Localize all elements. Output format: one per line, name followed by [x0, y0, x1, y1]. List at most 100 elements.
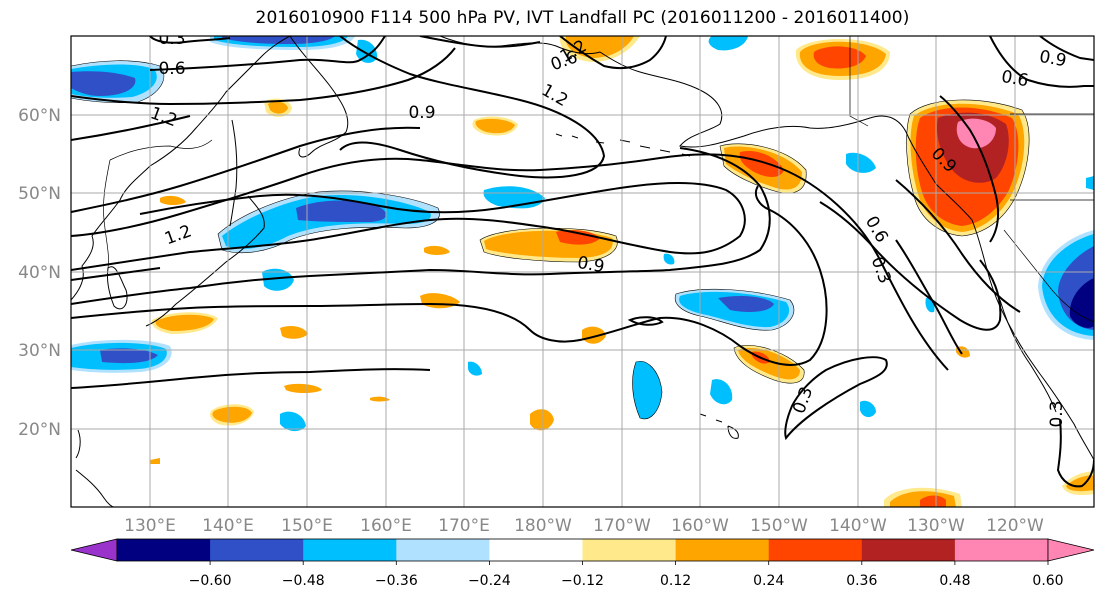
contour-09-north — [339, 36, 606, 179]
colorbar-tick-label: 0.60 — [1032, 573, 1063, 589]
pos-fill-kamchatka-mid — [268, 101, 288, 114]
colorbar-tick-label: −0.48 — [282, 573, 325, 589]
contour-label-15: 0.3 — [1047, 400, 1067, 427]
lat-label-50n: 50°N — [18, 184, 61, 204]
colorbar-tick-labels: −0.60 −0.48 −0.36 −0.24 −0.12 0.12 0.24 0.36 0.4… — [189, 561, 1064, 589]
colorbar-segment — [396, 539, 490, 561]
coastline-aleutians — [555, 133, 691, 157]
positive-anomaly-fills — [150, 36, 1094, 507]
colorbar-segment — [768, 539, 863, 561]
lat-label-30n: 30°N — [18, 341, 61, 361]
lon-label-150w: 150°W — [750, 516, 808, 536]
figure-title: 2016010900 F114 500 hPa PV, IVT Landfall… — [255, 8, 910, 28]
contour-north-east-2 — [419, 36, 541, 48]
map-frame — [70, 35, 1095, 508]
lat-label-20n: 20°N — [18, 420, 61, 440]
pos-fill-small-9 — [150, 458, 160, 464]
contour-03-southeast — [1056, 419, 1094, 488]
colorbar-segment — [210, 539, 304, 561]
contour-label-2: 0.6 — [158, 59, 185, 79]
contour-jet-2 — [71, 126, 421, 213]
contour-06-north — [149, 36, 386, 71]
lon-label-130w: 130°W — [907, 516, 965, 536]
contour-east-top-1 — [1039, 36, 1094, 61]
contour-south-small — [627, 316, 664, 326]
colorbar-right-extension — [1047, 538, 1095, 562]
contour-label-1: 0.3 — [158, 29, 185, 49]
pos-fill-west-small-4-mid — [212, 406, 252, 423]
political-borders — [103, 36, 1094, 323]
pos-fill-japan-south-mid — [155, 314, 214, 331]
colorbar-tick-label: −0.36 — [375, 573, 418, 589]
pos-fill-gulf-strong — [739, 150, 784, 177]
contour-north-east-1 — [559, 36, 667, 69]
contour-label-7: 0.9 — [576, 253, 606, 277]
lon-label-170w: 170°W — [593, 516, 651, 536]
pv-contours — [71, 36, 1094, 488]
pos-fill-south-center-1 — [530, 409, 554, 431]
neg-fill-gulf-small — [846, 152, 876, 173]
lon-label-160e: 160°E — [360, 516, 412, 536]
coastline-hawaii — [699, 413, 739, 439]
pos-fill-bottom-right-strong — [920, 495, 946, 507]
contour-06-east — [895, 179, 1021, 313]
coastline-alaska — [599, 51, 907, 148]
contour-top-left — [149, 36, 231, 44]
colorbar-segment — [675, 539, 770, 561]
coastline-philippines — [75, 469, 115, 507]
neg-fill-south-center — [710, 379, 733, 405]
neg-fill-southeast-coast-max — [1069, 278, 1094, 328]
longitude-labels: 130°E 140°E 150°E 160°E 170°E 180°W 170°… — [124, 516, 1044, 536]
colorbar-tick-label: 0.12 — [660, 573, 691, 589]
coastline-kamchatka — [289, 36, 349, 158]
colorbar-segment — [303, 539, 397, 561]
neg-fill-small-3 — [1086, 176, 1094, 190]
lat-label-40n: 40°N — [18, 263, 61, 283]
contour-east-top-2 — [989, 36, 1094, 88]
neg-fill-east-pacific-small — [860, 400, 876, 418]
neg-fill-hawaii-north — [632, 361, 662, 419]
coastline-baja — [999, 299, 1057, 413]
neg-fill-central-strong — [718, 296, 774, 312]
colorbar-tick-label: −0.60 — [189, 573, 232, 589]
colorbar-left-extension — [70, 538, 118, 562]
colorbar-tick-label: 0.36 — [846, 573, 877, 589]
gridlines — [71, 36, 1094, 507]
contour-12-north — [71, 47, 456, 106]
contour-03-east — [819, 201, 1002, 331]
pos-fill-north-center-mid — [475, 118, 515, 134]
latitude-labels: 60°N 50°N 40°N 30°N 20°N — [18, 106, 61, 440]
lon-label-120w: 120°W — [986, 516, 1044, 536]
lon-label-180w: 180°W — [514, 516, 572, 536]
neg-fill-japan-south — [262, 268, 294, 291]
coastline-sakhalin — [229, 119, 238, 227]
colorbar-segments — [116, 538, 1049, 562]
lon-label-150e: 150°E — [281, 516, 333, 536]
neg-fill-north-small-2 — [708, 36, 748, 51]
neg-fill-southwest-small — [280, 411, 306, 432]
contour-east-top-3 — [939, 95, 999, 243]
pos-fill-south-center-2 — [582, 326, 606, 344]
colorbar-tick-label: −0.12 — [561, 573, 604, 589]
neg-fill-japan-strong — [296, 200, 387, 222]
lon-label-170e: 170°E — [438, 516, 490, 536]
contour-jet-5 — [71, 185, 828, 366]
negative-anomaly-fills — [71, 36, 1094, 432]
contour-west-1 — [71, 115, 191, 141]
pos-fill-west-small-2 — [280, 326, 308, 339]
pos-fill-small-7 — [370, 396, 390, 402]
contour-label-11: 0.9 — [1038, 47, 1068, 71]
neg-fill-southwest-strong — [100, 348, 158, 364]
neg-fill-south-small — [468, 361, 482, 376]
neg-fill-northwest-strong — [71, 71, 136, 96]
contour-south-long — [71, 368, 431, 389]
contour-jet-4 — [71, 147, 771, 305]
contour-jet-3 — [71, 182, 746, 271]
neg-fill-small-1 — [663, 253, 675, 265]
contour-label-12: 0.6 — [1000, 67, 1030, 91]
contour-label-4: 0.9 — [408, 103, 435, 123]
lon-label-160w: 160°W — [671, 516, 729, 536]
lat-label-60n: 60°N — [18, 106, 61, 126]
contour-west-2 — [71, 267, 161, 281]
